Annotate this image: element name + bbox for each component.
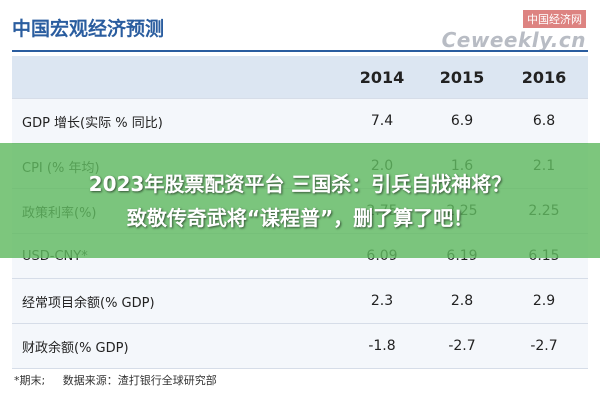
table-row: GDP 增长(实际 % 同比) 7.4 6.9 6.8 (12, 99, 588, 144)
overlay-banner: 2023年股票配资平台 三国杀：引兵自戕神将？ 致敬传奇武将“谋程普”，删了算了… (0, 143, 600, 258)
cell-value: 2.8 (450, 293, 474, 309)
column-header: 2014 (359, 67, 405, 87)
cell-value: 2.9 (532, 293, 556, 309)
cell-value: 6.8 (532, 113, 556, 129)
cell-value: -2.7 (530, 338, 558, 354)
row-label: GDP 增长(实际 % 同比) (22, 115, 163, 131)
cell-value: 2.3 (370, 293, 394, 309)
row-label: 财政余额(% GDP) (22, 340, 129, 356)
title: 中国宏观经济预测 (12, 18, 165, 40)
logo: 中国经济网 Ceweekly.cn (442, 8, 586, 52)
row-label: 经常项目余额(% GDP) (22, 295, 155, 311)
table-row: 财政余额(% GDP) -1.8 -2.7 -2.7 (12, 324, 588, 369)
header-row: 2014 2015 2016 (12, 56, 588, 99)
banner-line: 致敬传奇武将“谋程普”，删了算了吧！ (126, 205, 474, 230)
table-row: 经常项目余额(% GDP) 2.3 2.8 2.9 (12, 279, 588, 324)
footer: *期末; 数据来源：渣打银行全球研究部 (14, 372, 217, 388)
footer-source: 数据来源：渣打银行全球研究部 (62, 374, 217, 387)
cell-value: -1.8 (368, 338, 396, 354)
footer-note: *期末; (14, 374, 46, 387)
logo-en: Ceweekly.cn (441, 28, 586, 52)
cell-value: 6.9 (450, 113, 474, 129)
column-header: 2015 (439, 67, 485, 87)
column-header: 2016 (521, 67, 567, 87)
banner-line: 2023年股票配资平台 三国杀：引兵自戕神将？ (88, 171, 512, 196)
title-rule (12, 50, 588, 52)
cell-value: -2.7 (448, 338, 476, 354)
logo-cn: 中国经济网 (523, 10, 586, 28)
cell-value: 7.4 (370, 113, 394, 129)
